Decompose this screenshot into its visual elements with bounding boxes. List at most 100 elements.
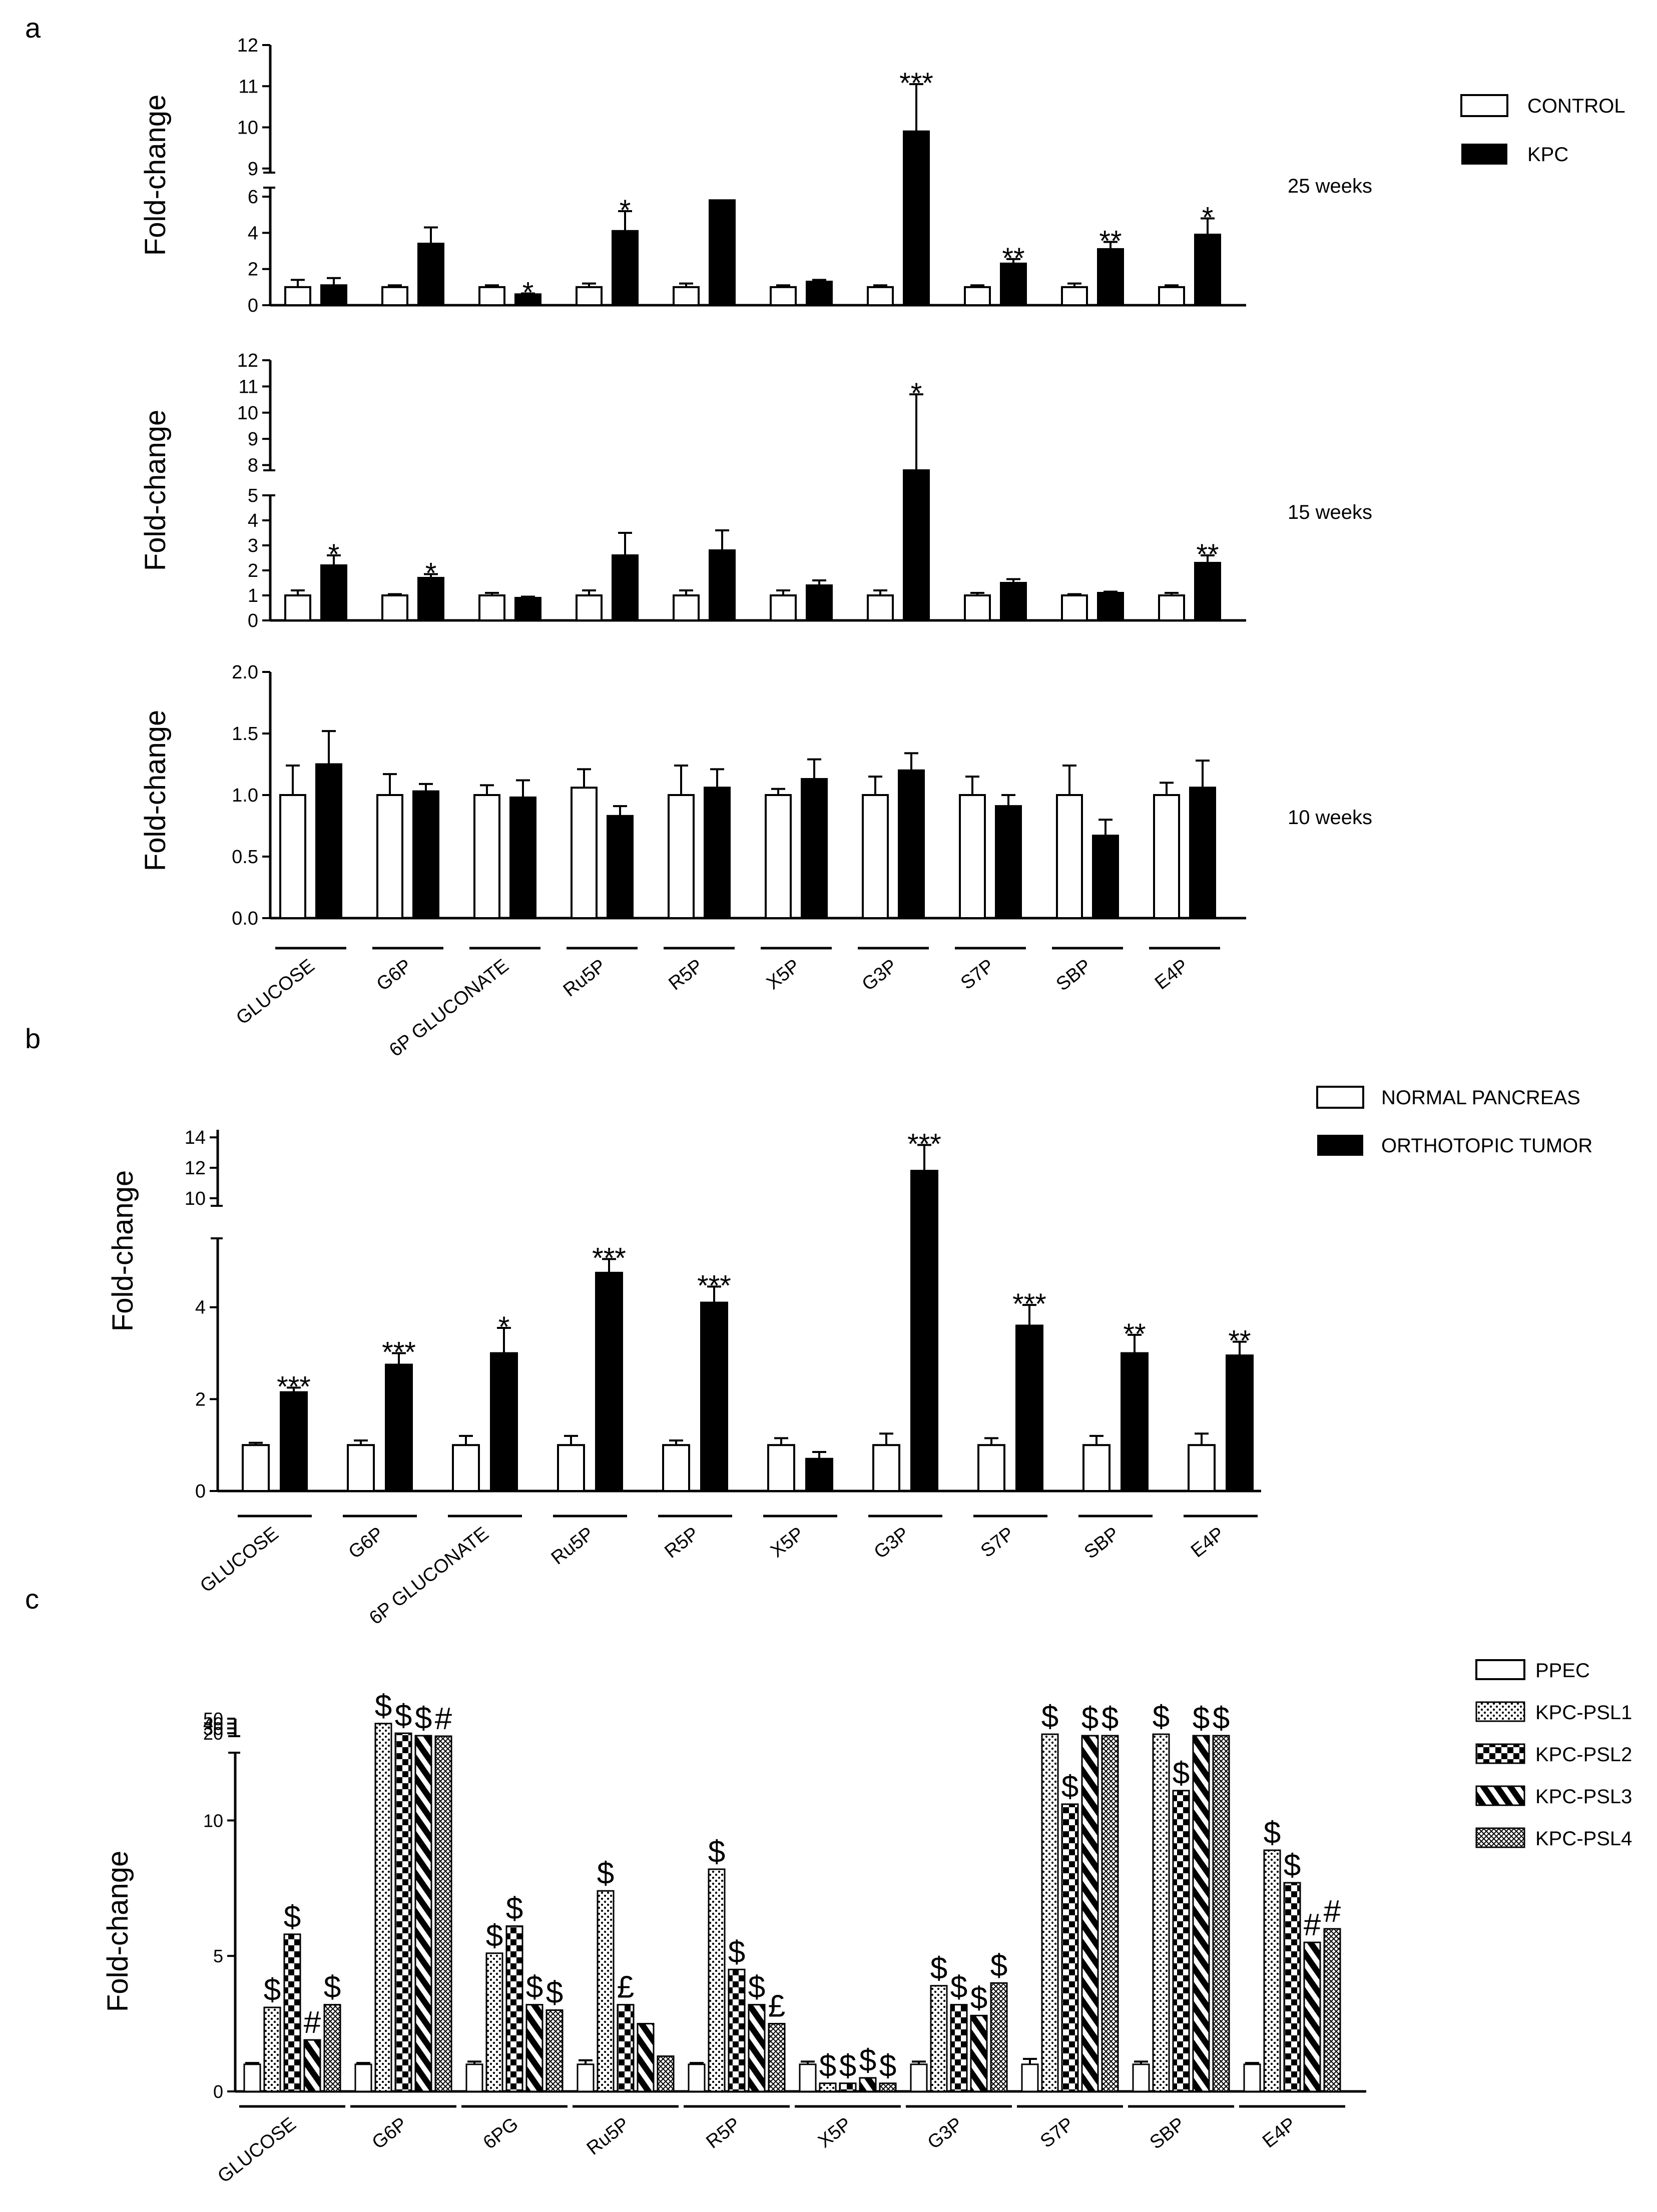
- a1-bar-e4p-kpc: [1194, 234, 1221, 306]
- c-category-label-e4p: E4P: [1259, 2113, 1300, 2152]
- c-bar-6pg-kpc-psl1: [485, 1952, 503, 2092]
- b-significance-sbp: **: [1123, 1318, 1146, 1350]
- a2-y-tick-label: 9: [248, 429, 258, 450]
- c-significance-e4p-4: #: [1324, 1894, 1341, 1929]
- legend-swatch-kpc-psl2: [1475, 1743, 1525, 1764]
- b-bar-e4p-orthotopic-tumor: [1226, 1354, 1254, 1493]
- legend-label-normal-pancreas: NORMAL PANCREAS: [1381, 1087, 1580, 1109]
- b-y-tick-label: 4: [195, 1297, 206, 1318]
- c-bar-ru5p-kpc-psl2: [617, 2004, 635, 2092]
- a1-significance-e4p: *: [1202, 201, 1214, 234]
- c-significance-g6p-2: $: [395, 1699, 412, 1733]
- b-y-tick-label: 14: [185, 1127, 206, 1148]
- b-bar-s7p-orthotopic-tumor: [1015, 1324, 1043, 1493]
- a3-y-axis-label: Fold-change: [139, 710, 172, 871]
- b-bar-glucose-normal-pancreas: [242, 1444, 270, 1493]
- c-bar-ru5p-kpc-psl1: [597, 1890, 615, 2092]
- b-y-tick-label: 10: [185, 1188, 206, 1209]
- c-significance-x5p-1: $: [819, 2049, 836, 2083]
- a1-significance-s7p: **: [1002, 242, 1024, 275]
- b-category-label-x5p: X5P: [767, 1523, 808, 1562]
- legend-label-kpc-psl3: KPC-PSL3: [1535, 1786, 1632, 1808]
- a1-y-tick-label: 12: [237, 35, 258, 56]
- c-significance-6pg-4: $: [546, 1976, 563, 2010]
- c-significance-e4p-1: $: [1264, 1816, 1281, 1850]
- legend-label-ppec: PPEC: [1535, 1660, 1590, 1682]
- c-bar-x5p-kpc-psl1: [819, 2082, 837, 2092]
- legend-label-kpc-psl4: KPC-PSL4: [1535, 1828, 1632, 1850]
- b-bar-6p-gluconate-orthotopic-tumor: [490, 1352, 518, 1492]
- a2-y-tick-label: 2: [248, 560, 258, 581]
- b-category-label-g6p: G6P: [345, 1523, 388, 1563]
- c-bar-r5p-kpc-psl1: [708, 1868, 726, 2092]
- legend-c: PPEC KPC-PSL1 KPC-PSL2 KPC-PSL3 KPC-PSL4: [1475, 1659, 1632, 1850]
- a3-y-tick-label: 0.0: [232, 908, 258, 929]
- panel-label-b: b: [25, 1023, 41, 1054]
- a3-bar-glucose-kpc: [315, 763, 342, 919]
- b-bar-sbp-normal-pancreas: [1082, 1444, 1111, 1493]
- a1-bar-r5p-control: [673, 286, 700, 306]
- legend-label-orthotopic-tumor: ORTHOTOPIC TUMOR: [1381, 1135, 1592, 1157]
- c-significance-x5p-2: $: [839, 2049, 856, 2083]
- a3-y-tick-label: 2.0: [232, 662, 258, 683]
- c-significance-6pg-2: $: [506, 1892, 523, 1926]
- a3-bar-r5p-control: [668, 794, 695, 919]
- c-bar-e4p-kpc-psl1: [1263, 1849, 1281, 2092]
- a1-bar-s7p-control: [964, 286, 991, 306]
- a2-bar-glucose-kpc: [320, 564, 347, 621]
- b-bar-g3p-normal-pancreas: [872, 1444, 900, 1493]
- a3-bar-s7p-kpc: [995, 805, 1022, 920]
- a2-bar-r5p-kpc: [709, 549, 736, 621]
- c-significance-g3p-2: $: [950, 1970, 967, 2005]
- a2-significance-g6p: *: [425, 557, 437, 590]
- b-bar-s7p-normal-pancreas: [977, 1444, 1005, 1493]
- b-bar-x5p-orthotopic-tumor: [805, 1457, 833, 1493]
- a3-bar-ru5p-control: [571, 787, 598, 919]
- a2-y-tick-label: 4: [248, 510, 258, 531]
- c-bar-r5p-kpc-psl4: [768, 2023, 786, 2092]
- a3-bar-g3p-control: [862, 794, 889, 919]
- a1-bar-s7p-kpc: [1000, 262, 1027, 306]
- b-bar-g6p-orthotopic-tumor: [385, 1363, 413, 1492]
- c-significance-g6p-1: $: [375, 1689, 392, 1724]
- c-bar-sbp-kpc-psl3: [1192, 1735, 1210, 2092]
- c-category-label-6pg: 6PG: [479, 2113, 522, 2153]
- c-significance-g6p-4: #: [435, 1702, 452, 1736]
- a1-y-axis-label: Fold-change: [139, 95, 172, 256]
- a2-bar-x5p-control: [770, 594, 797, 621]
- time-label-10-weeks: 10 weeks: [1288, 807, 1372, 829]
- c-significance-g3p-1: $: [930, 1951, 947, 1986]
- a1-y-tick-label: 2: [248, 259, 258, 280]
- a2-y-tick-label: 8: [248, 455, 258, 476]
- c-bar-e4p-kpc-psl4: [1323, 1928, 1341, 2092]
- legend-swatch-kpc: [1461, 144, 1507, 165]
- c-y-tick-label: 30: [203, 1718, 223, 1739]
- a1-bar-x5p-control: [770, 286, 797, 306]
- b-bar-6p-gluconate-normal-pancreas: [452, 1444, 480, 1493]
- a1-bar-g6p-kpc: [417, 243, 444, 307]
- a3-bar-sbp-control: [1056, 794, 1083, 919]
- a3-bar-g6p-control: [376, 794, 403, 919]
- a2-bar-sbp-control: [1061, 594, 1088, 621]
- a3-bar-g6p-kpc: [412, 790, 439, 919]
- legend-swatch-ppec: [1475, 1659, 1525, 1680]
- c-category-label-x5p: X5P: [814, 2113, 855, 2152]
- c-significance-g6p-3: $: [415, 1701, 432, 1736]
- a1-significance-g3p: ***: [899, 67, 933, 100]
- a3-bar-ru5p-kpc: [607, 815, 634, 919]
- c-bar-r5p-kpc-psl2: [728, 1968, 746, 2092]
- c-significance-r5p-2: $: [728, 1935, 745, 1969]
- a1-bar-glucose-kpc: [320, 284, 347, 307]
- a2-bar-6p-gluconate-control: [478, 594, 505, 621]
- a2-significance-glucose: *: [328, 538, 340, 571]
- c-bar-glucose-ppec: [243, 2063, 261, 2092]
- b-category-label-e4p: E4P: [1187, 1523, 1228, 1562]
- a2-bar-sbp-kpc: [1097, 592, 1124, 621]
- a2-bar-s7p-control: [964, 594, 991, 621]
- a2-y-tick-label: 1: [248, 585, 258, 606]
- panel-label-a: a: [25, 12, 41, 44]
- a1-bar-ru5p-control: [576, 286, 603, 306]
- c-significance-r5p-4: £: [768, 1989, 785, 2024]
- a1-bar-6p-gluconate-control: [478, 286, 505, 306]
